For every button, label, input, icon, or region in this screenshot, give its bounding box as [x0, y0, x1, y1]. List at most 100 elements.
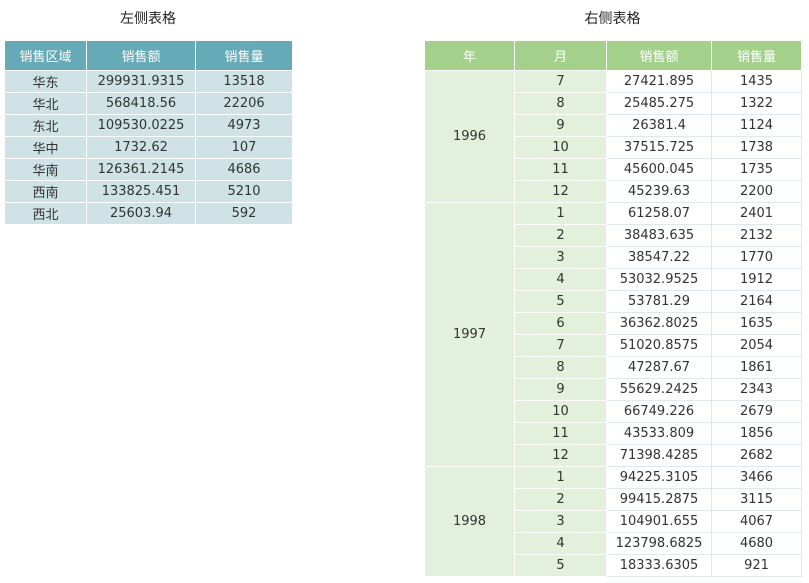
cell-sales-volume: 1770 [711, 246, 802, 269]
right-table-body: 1996 7 27421.895 1435 8 25485.275 1322 9 26381.4… [424, 70, 802, 577]
cell-region: 华东 [4, 70, 87, 93]
cell-month: 9 [514, 114, 607, 137]
cell-year: 1996 [424, 70, 515, 203]
cell-sales-volume: 2679 [711, 400, 802, 423]
cell-sales-volume: 1861 [711, 356, 802, 379]
table-row: 1998 1 94225.3105 3466 [424, 466, 802, 577]
cell-region: 华南 [4, 158, 87, 181]
cell-sales-amount: 55629.2425 [606, 378, 712, 401]
right-monthly-sales-table: 年月销售额 销售量 1996 7 27421.895 1435 8 25485.275 132… [424, 40, 802, 577]
right-table-title: 右侧表格 [584, 11, 641, 27]
cell-sales-volume: 4067 [711, 510, 802, 533]
table-row: 华北 568418.56 22206 [4, 92, 293, 115]
cell-year: 1998 [424, 466, 515, 577]
table-row: 1997 1 61258.07 2401 [424, 202, 802, 467]
cell-month: 1 [514, 202, 607, 225]
table-row: 8 47287.67 1861 [425, 356, 802, 379]
cell-region: 西南 [4, 180, 87, 203]
cell-sales-amount: 94225.3105 [606, 466, 712, 489]
table-row: 4 123798.6825 4680 [425, 532, 802, 555]
cell-sales-amount: 109530.0225 [86, 114, 196, 137]
table-row: 3 38547.22 1770 [425, 246, 802, 269]
table-row: 华东 299931.9315 13518 [4, 70, 293, 93]
cell-sales-amount: 53032.9525 [606, 268, 712, 291]
cell-sales-volume: 2200 [711, 180, 802, 203]
table-row: 东北 109530.0225 4973 [4, 114, 293, 137]
cell-region: 西北 [4, 202, 87, 225]
cell-sales-amount: 25485.275 [606, 92, 712, 115]
cell-sales-amount: 66749.226 [606, 400, 712, 423]
cell-sales-volume: 4973 [195, 114, 293, 137]
cell-month: 10 [514, 400, 607, 423]
cell-sales-volume: 1735 [711, 158, 802, 181]
cell-sales-volume: 2132 [711, 224, 802, 247]
header-month: 月 [514, 40, 607, 71]
cell-sales-amount: 18333.6305 [606, 554, 712, 577]
cell-sales-amount: 104901.655 [606, 510, 712, 533]
cell-month: 5 [514, 290, 607, 313]
table-row: 华南 126361.2145 4686 [4, 158, 293, 181]
cell-month: 4 [514, 532, 607, 555]
cell-month: 2 [514, 488, 607, 511]
cell-region: 华中 [4, 136, 87, 159]
cell-sales-amount: 37515.725 [606, 136, 712, 159]
cell-sales-amount: 45239.63 [606, 180, 712, 203]
table-row: 12 71398.4285 2682 [425, 444, 802, 467]
cell-sales-amount: 38547.22 [606, 246, 712, 269]
cell-year: 1997 [424, 202, 515, 467]
cell-sales-volume: 2054 [711, 334, 802, 357]
cell-sales-amount: 26381.4 [606, 114, 712, 137]
cell-sales-volume: 107 [195, 136, 293, 159]
cell-sales-amount: 43533.809 [606, 422, 712, 445]
cell-sales-amount: 126361.2145 [86, 158, 196, 181]
cell-sales-volume: 2682 [711, 444, 802, 467]
cell-month: 10 [514, 136, 607, 159]
table-row: 10 66749.226 2679 [425, 400, 802, 423]
cell-month: 11 [514, 158, 607, 181]
cell-region: 东北 [4, 114, 87, 137]
cell-month: 7 [514, 70, 607, 93]
header-sales-volume: 销售量 [711, 40, 802, 71]
cell-sales-volume: 13518 [195, 70, 293, 93]
cell-month: 7 [514, 334, 607, 357]
header-sales-volume: 销售量 [195, 40, 293, 71]
cell-sales-volume: 1856 [711, 422, 802, 445]
left-table-header-row: 销售区域 销售额 销售量 [4, 40, 293, 71]
cell-month: 3 [514, 246, 607, 269]
table-row: 1996 7 27421.895 1435 [424, 70, 802, 203]
cell-sales-volume: 921 [711, 554, 802, 577]
table-row: 9 26381.4 1124 [425, 114, 802, 137]
cell-sales-volume: 3466 [711, 466, 802, 489]
cell-sales-amount: 71398.4285 [606, 444, 712, 467]
table-row: 11 43533.809 1856 [425, 422, 802, 445]
cell-sales-amount: 53781.29 [606, 290, 712, 313]
cell-sales-amount: 299931.9315 [86, 70, 196, 93]
cell-sales-amount: 123798.6825 [606, 532, 712, 555]
cell-sales-volume: 22206 [195, 92, 293, 115]
cell-month: 3 [514, 510, 607, 533]
cell-month: 12 [514, 180, 607, 203]
cell-sales-amount: 47287.67 [606, 356, 712, 379]
left-table-body: 华东 299931.9315 13518 华北 568418.56 22206 东北 1095… [4, 70, 293, 225]
table-row: 7 51020.8575 2054 [425, 334, 802, 357]
cell-month: 8 [514, 92, 607, 115]
cell-month: 2 [514, 224, 607, 247]
cell-sales-amount: 27421.895 [606, 70, 712, 93]
cell-month: 5 [514, 554, 607, 577]
cell-sales-volume: 2164 [711, 290, 802, 313]
cell-sales-volume: 592 [195, 202, 293, 225]
cell-sales-amount: 61258.07 [606, 202, 712, 225]
cell-month: 12 [514, 444, 607, 467]
table-row: 12 45239.63 2200 [425, 180, 802, 203]
cell-sales-amount: 36362.8025 [606, 312, 712, 335]
cell-sales-volume: 1435 [711, 70, 802, 93]
right-table-header-row: 年月销售额 销售量 [424, 40, 802, 71]
left-sales-region-table: 销售区域 销售额 销售量 华东 299931.9315 13518 华北 568418.56… [4, 40, 293, 225]
cell-sales-amount: 568418.56 [86, 92, 196, 115]
cell-sales-volume: 1738 [711, 136, 802, 159]
cell-sales-volume: 4686 [195, 158, 293, 181]
table-row: 6 36362.8025 1635 [425, 312, 802, 335]
header-sales-region: 销售区域 [4, 40, 87, 71]
cell-sales-volume: 2343 [711, 378, 802, 401]
cell-sales-volume: 5210 [195, 180, 293, 203]
